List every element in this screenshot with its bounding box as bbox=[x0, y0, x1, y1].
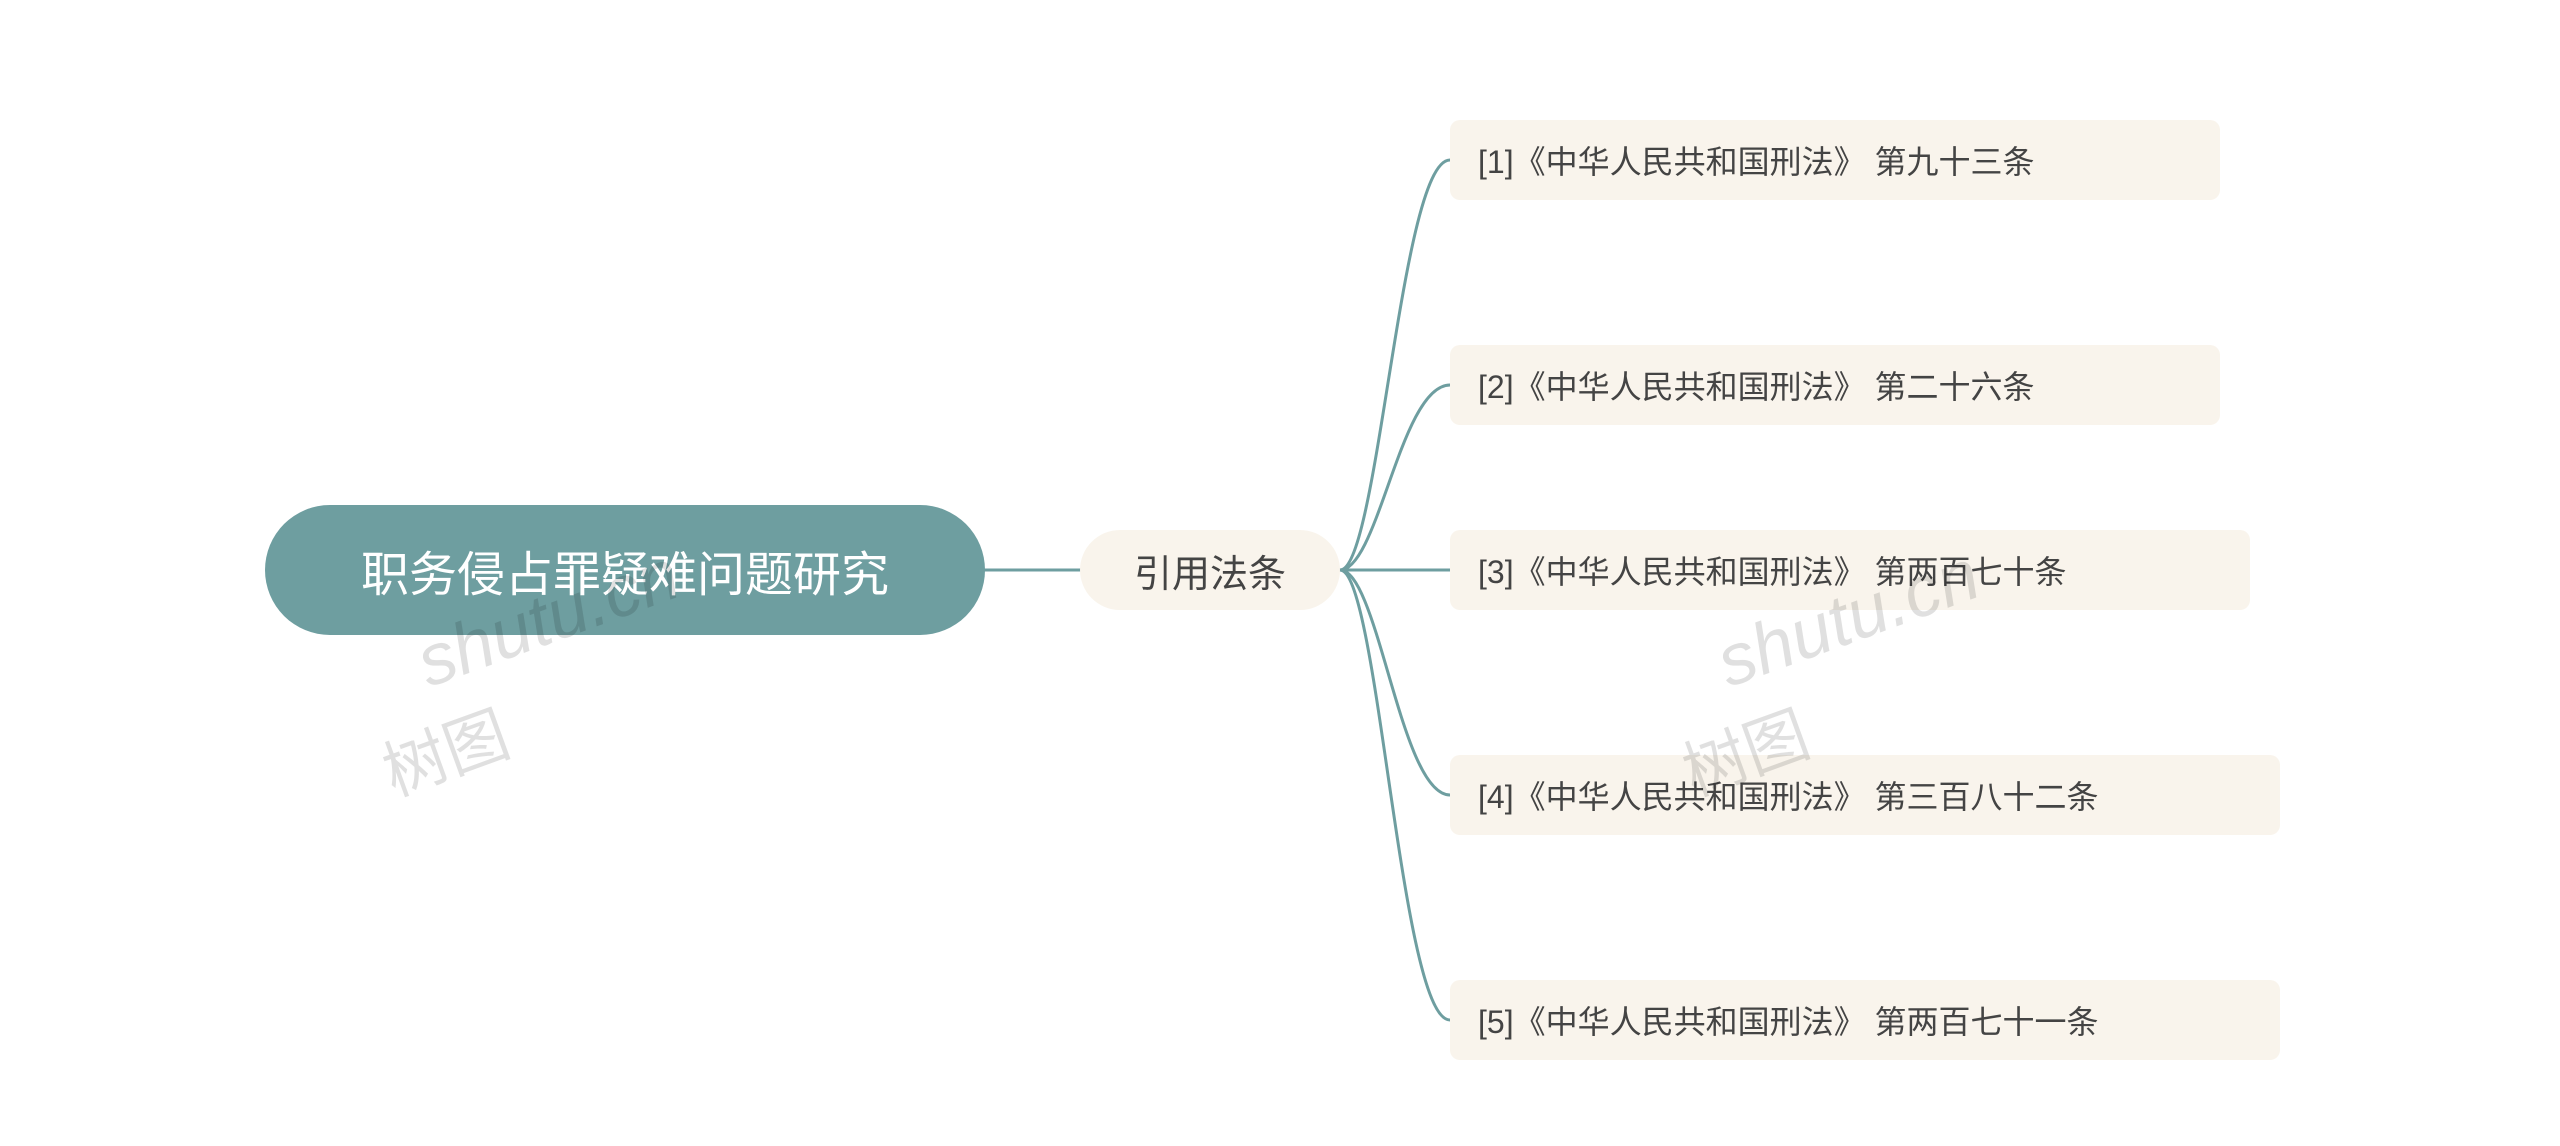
leaf-node: [1]《中华人民共和国刑法》 第九十三条 bbox=[1450, 120, 2220, 200]
root-label: 职务侵占罪疑难问题研究 bbox=[361, 535, 889, 605]
leaf-label: [2]《中华人民共和国刑法》 第二十六条 bbox=[1478, 362, 2034, 408]
mindmap-canvas: 职务侵占罪疑难问题研究 引用法条 [1]《中华人民共和国刑法》 第九十三条 [2]… bbox=[0, 0, 2560, 1146]
root-node: 职务侵占罪疑难问题研究 bbox=[265, 505, 985, 635]
leaf-label: [4]《中华人民共和国刑法》 第三百八十二条 bbox=[1478, 772, 2098, 818]
leaf-node: [2]《中华人民共和国刑法》 第二十六条 bbox=[1450, 345, 2220, 425]
subtopic-node: 引用法条 bbox=[1080, 530, 1340, 610]
leaf-node: [4]《中华人民共和国刑法》 第三百八十二条 bbox=[1450, 755, 2280, 835]
subtopic-label: 引用法条 bbox=[1134, 543, 1286, 598]
leaf-node: [3]《中华人民共和国刑法》 第两百七十条 bbox=[1450, 530, 2250, 610]
leaf-label: [3]《中华人民共和国刑法》 第两百七十条 bbox=[1478, 547, 2066, 593]
watermark-brand: 树图 bbox=[369, 611, 722, 814]
leaf-label: [1]《中华人民共和国刑法》 第九十三条 bbox=[1478, 137, 2034, 183]
leaf-node: [5]《中华人民共和国刑法》 第两百七十一条 bbox=[1450, 980, 2280, 1060]
leaf-label: [5]《中华人民共和国刑法》 第两百七十一条 bbox=[1478, 997, 2098, 1043]
